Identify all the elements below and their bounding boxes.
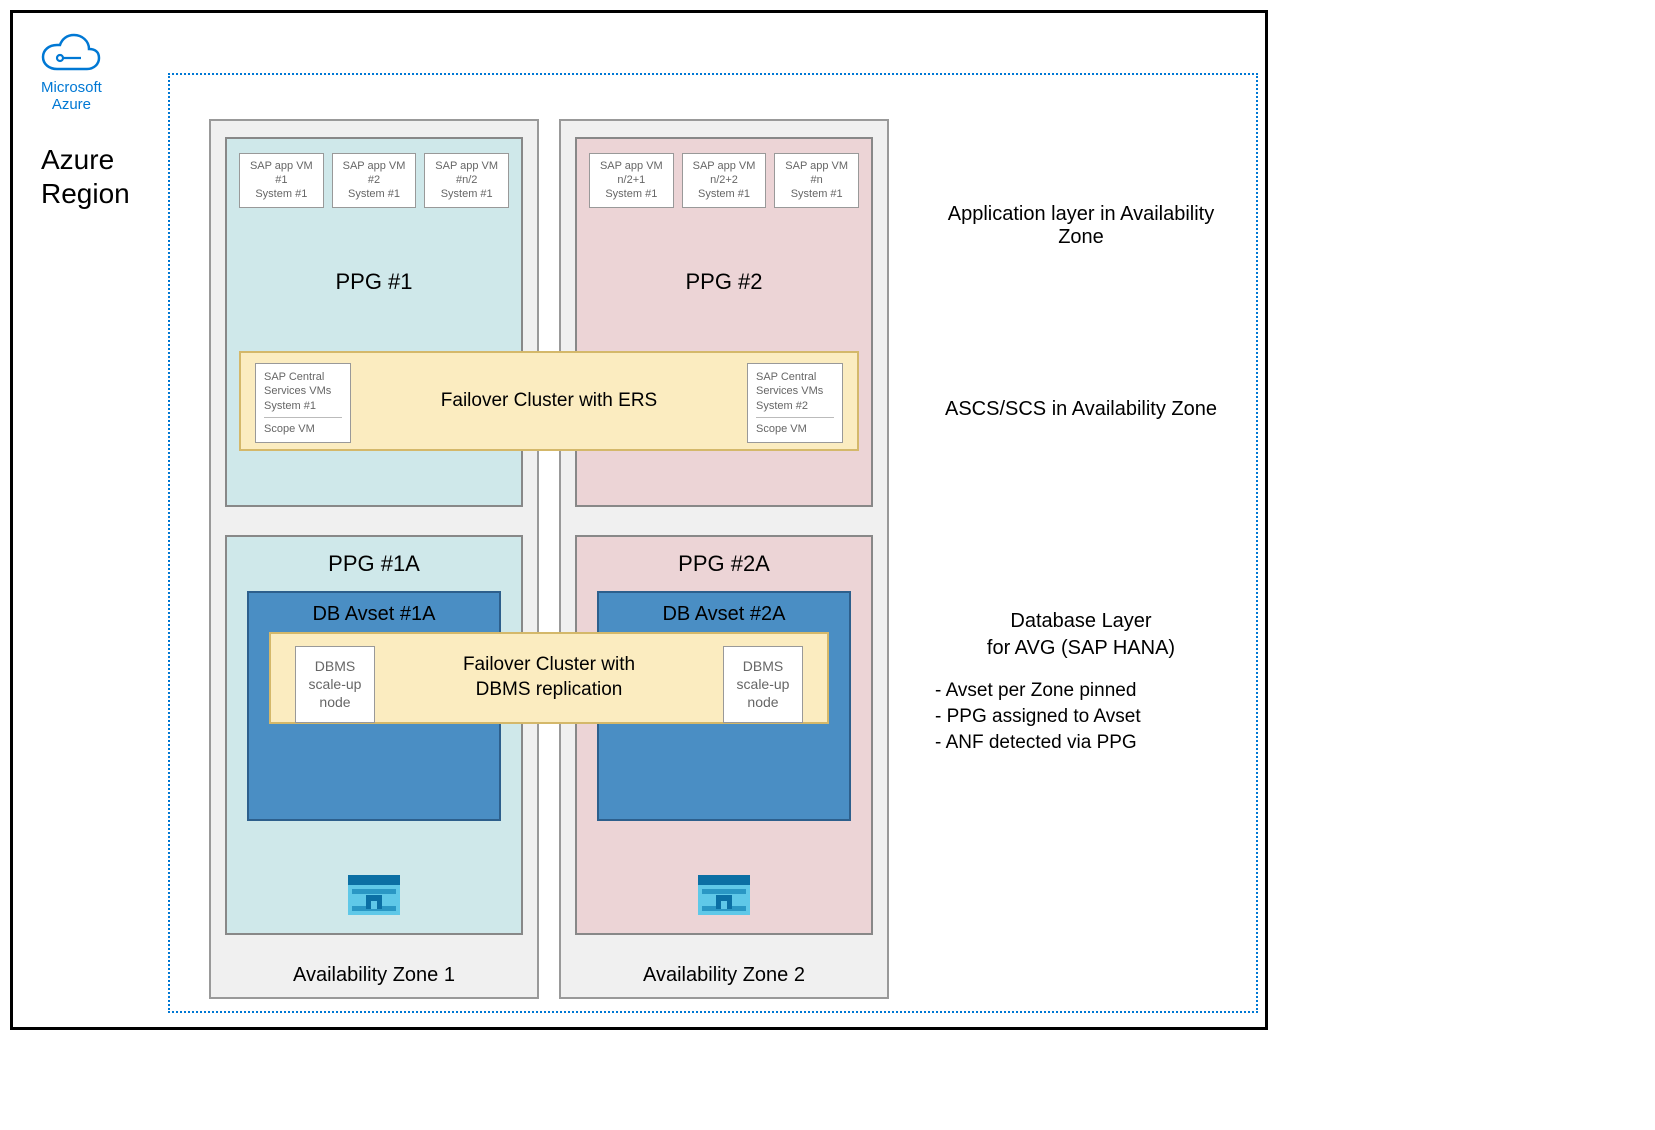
dbms-label: DBMS <box>304 657 366 675</box>
vm-label: #1 <box>244 174 319 188</box>
db-bullet: Avset per Zone pinned <box>935 680 1241 702</box>
failover-cluster-dbms: DBMS scale-up node Failover Cluster with… <box>269 632 829 724</box>
ppg-1a: PPG #1A DB Avset #1A <box>225 535 523 935</box>
app-vm: SAP app VM n/2+1 System #1 <box>589 153 674 208</box>
db-avset-1a-title: DB Avset #1A <box>249 593 499 626</box>
failover-ers-label: Failover Cluster with ERS <box>441 389 657 414</box>
ppg-2a-title: PPG #2A <box>577 551 871 577</box>
dbms-node-2: DBMS scale-up node <box>723 646 803 723</box>
vm-label: #n <box>779 174 854 188</box>
label-db-header: Database Layer for AVG (SAP HANA) <box>921 608 1241 662</box>
cs-label: Services VMs <box>264 384 342 398</box>
app-vm: SAP app VM #1 System #1 <box>239 153 324 208</box>
dbms-label: node <box>732 693 794 711</box>
vm-label: System #1 <box>429 188 504 202</box>
central-services-box-1: SAP Central Services VMs System #1 Scope… <box>255 363 351 443</box>
logo-text-2: Azure <box>52 96 91 113</box>
vm-label: System #1 <box>244 188 319 202</box>
ppg-2-title: PPG #2 <box>577 269 871 295</box>
cs-label: SAP Central <box>756 370 834 384</box>
label-app-layer: Application layer in Availability Zone <box>921 203 1241 249</box>
cs-label: SAP Central <box>264 370 342 384</box>
label-ascs: ASCS/SCS in Availability Zone <box>921 398 1241 421</box>
vm-label: System #1 <box>594 188 669 202</box>
region-label: Azure Region <box>41 143 130 210</box>
cloud-icon <box>41 31 101 71</box>
dbms-label: scale-up <box>732 675 794 693</box>
vm-label: n/2+2 <box>687 174 762 188</box>
availability-zone-2: SAP app VM n/2+1 System #1 SAP app VM n/… <box>559 119 889 999</box>
db-avset-2a-title: DB Avset #2A <box>599 593 849 626</box>
vm-label: #2 <box>337 174 412 188</box>
label-db-layer: Database Layer for AVG (SAP HANA) Avset … <box>921 608 1241 758</box>
az1-label: Availability Zone 1 <box>211 964 537 987</box>
failover-dbms-label: Failover Cluster with DBMS replication <box>463 653 635 702</box>
cs-label: Scope VM <box>756 422 834 436</box>
app-vm: SAP app VM #n System #1 <box>774 153 859 208</box>
ppg-2a: PPG #2A DB Avset #2A <box>575 535 873 935</box>
availability-zone-1: SAP app VM #1 System #1 SAP app VM #2 Sy… <box>209 119 539 999</box>
ppg-1: SAP app VM #1 System #1 SAP app VM #2 Sy… <box>225 137 523 507</box>
app-vm-row-left: SAP app VM #1 System #1 SAP app VM #2 Sy… <box>239 153 509 208</box>
ppg-1a-title: PPG #1A <box>227 551 521 577</box>
app-vm: SAP app VM #n/2 System #1 <box>424 153 509 208</box>
vm-label: SAP app VM <box>429 160 504 174</box>
az2-label: Availability Zone 2 <box>561 964 887 987</box>
cs-label: Services VMs <box>756 384 834 398</box>
db-bullet-list: Avset per Zone pinned PPG assigned to Av… <box>921 680 1241 754</box>
cs-label: System #2 <box>756 399 834 413</box>
central-services-box-2: SAP Central Services VMs System #2 Scope… <box>747 363 843 443</box>
vm-label: SAP app VM <box>779 160 854 174</box>
vm-label: SAP app VM <box>244 160 319 174</box>
vm-label: SAP app VM <box>594 160 669 174</box>
app-vm-row-right: SAP app VM n/2+1 System #1 SAP app VM n/… <box>589 153 859 208</box>
ppg-2: SAP app VM n/2+1 System #1 SAP app VM n/… <box>575 137 873 507</box>
dbms-label: node <box>304 693 366 711</box>
vm-label: System #1 <box>337 188 412 202</box>
storage-icon <box>346 873 402 917</box>
vm-label: SAP app VM <box>337 160 412 174</box>
logo-text-1: Microsoft <box>41 79 102 96</box>
storage-icon <box>696 873 752 917</box>
dbms-node-1: DBMS scale-up node <box>295 646 375 723</box>
vm-label: System #1 <box>779 188 854 202</box>
diagram-frame: Microsoft Azure Azure Region SAP app VM … <box>10 10 1268 1030</box>
db-bullet: ANF detected via PPG <box>935 732 1241 754</box>
dbms-label: DBMS <box>732 657 794 675</box>
vm-label: #n/2 <box>429 174 504 188</box>
db-bullet: PPG assigned to Avset <box>935 706 1241 728</box>
app-vm: SAP app VM #2 System #1 <box>332 153 417 208</box>
vm-label: System #1 <box>687 188 762 202</box>
failover-cluster-ers: SAP Central Services VMs System #1 Scope… <box>239 351 859 451</box>
vm-label: SAP app VM <box>687 160 762 174</box>
dbms-label: scale-up <box>304 675 366 693</box>
azure-logo: Microsoft Azure <box>41 31 102 113</box>
app-vm: SAP app VM n/2+2 System #1 <box>682 153 767 208</box>
cs-label: Scope VM <box>264 422 342 436</box>
vm-label: n/2+1 <box>594 174 669 188</box>
ppg-1-title: PPG #1 <box>227 269 521 295</box>
cs-label: System #1 <box>264 399 342 413</box>
